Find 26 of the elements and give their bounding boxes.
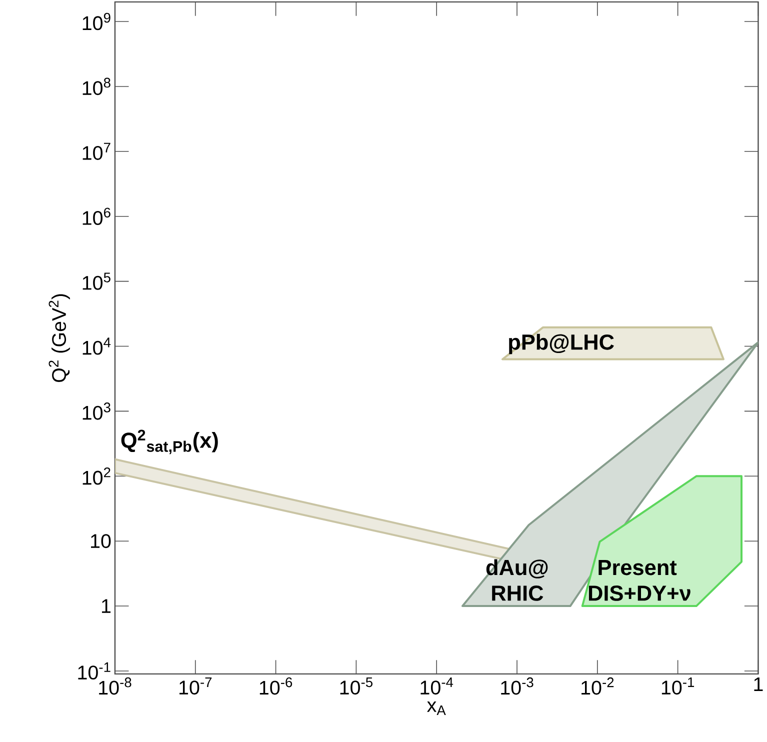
- y-tick-label: 10$^{9}$: [82, 12, 110, 30]
- x-tick-label: 10$^{-1}$: [662, 677, 694, 694]
- x-tick-label: 1: [754, 677, 763, 691]
- y-tick-label: 10: [91, 534, 111, 548]
- y-axis-title: Q$^{2}$ (GeV$^{2}$): [48, 294, 70, 382]
- x-tick-label: 10$^{-2}$: [582, 677, 614, 695]
- series-label: pPb@LHC: [509, 334, 614, 354]
- x-tick-label: 10$^{-5}$: [340, 677, 372, 694]
- x-tick-label: 10$^{-3}$: [501, 677, 534, 695]
- x-tick-label: 10$^{-4}$: [420, 677, 454, 694]
- y-tick-label: 10$^{6}$: [82, 208, 110, 225]
- y-tick-label: 10$^{-1}$: [78, 662, 110, 680]
- y-tick-label: 10$^{8}$: [82, 78, 110, 95]
- series-label: Present DIS+DY+ν: [588, 560, 690, 601]
- series-label: Q$^{2}$$_{sat,Pb}$(x): [121, 430, 218, 454]
- y-tick-label: 10$^{3}$: [82, 402, 110, 420]
- x-axis-title: x$_{A}$: [427, 701, 446, 715]
- x-tick-label: 10$^{-7}$: [180, 677, 212, 694]
- y-tick-label: 10$^{4}$: [82, 338, 111, 355]
- x-tick-label: 10$^{-8}$: [99, 677, 132, 695]
- x-tick-label: 10$^{-6}$: [260, 677, 292, 695]
- y-tick-label: 1: [102, 599, 111, 613]
- y-tick-label: 10$^{5}$: [82, 272, 110, 290]
- y-tick-label: 10$^{2}$: [82, 467, 110, 485]
- series-label: dAu@ RHIC: [486, 559, 548, 601]
- y-tick-label: 10$^{7}$: [82, 142, 110, 160]
